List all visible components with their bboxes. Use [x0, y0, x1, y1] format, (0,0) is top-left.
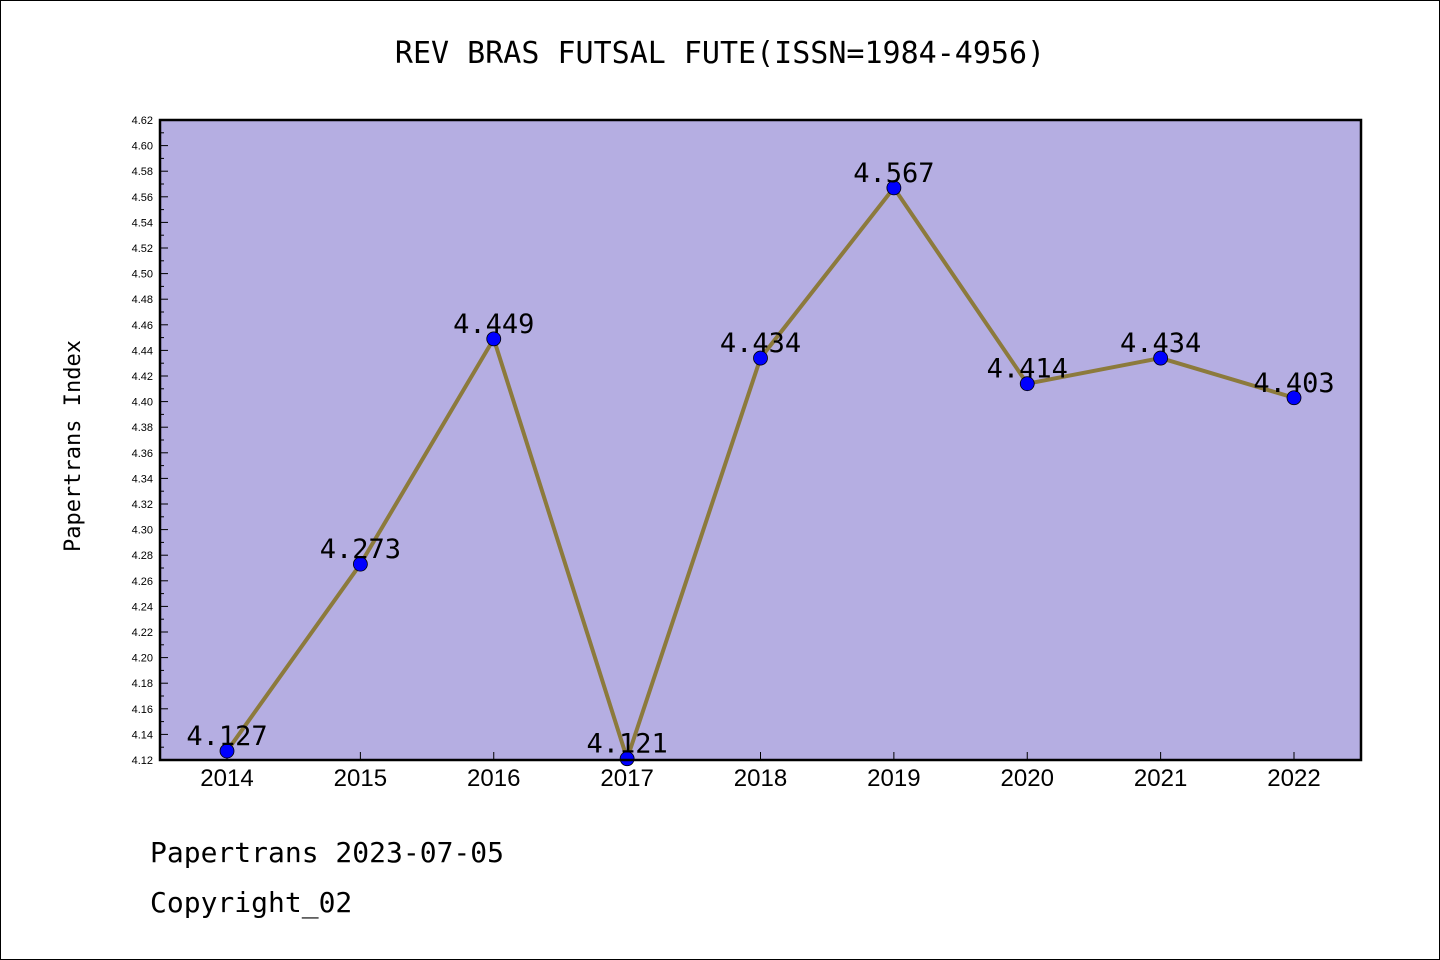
data-point	[1019, 376, 1035, 392]
y-tick-label: 4.54	[132, 217, 153, 229]
data-point	[486, 331, 502, 347]
y-tick-label: 4.58	[132, 166, 153, 178]
y-tick-label: 4.12	[132, 755, 153, 767]
data-point	[1153, 350, 1169, 366]
y-tick-label: 4.14	[132, 729, 153, 741]
plot-border	[158, 118, 1363, 762]
data-label: 4.434	[1120, 328, 1201, 359]
data-point	[352, 556, 368, 572]
data-point	[219, 743, 235, 759]
data-point	[619, 751, 635, 767]
y-tick-label: 4.18	[132, 678, 153, 690]
y-tick-label: 4.42	[132, 371, 153, 383]
y-tick-label: 4.20	[132, 653, 153, 665]
x-tick-label: 2016	[467, 765, 520, 792]
y-tick-label: 4.22	[132, 627, 153, 639]
x-tick-label: 2015	[334, 765, 387, 792]
x-tick-label: 2020	[1001, 765, 1054, 792]
x-tick-label: 2014	[200, 765, 253, 792]
y-tick-label: 4.56	[132, 192, 153, 204]
data-point	[1286, 390, 1302, 406]
y-tick-label: 4.50	[132, 269, 153, 281]
y-tick-label: 4.36	[132, 448, 153, 460]
plot-area	[160, 120, 1361, 760]
y-tick-label: 4.32	[132, 499, 153, 511]
data-label: 4.127	[186, 721, 267, 752]
data-label: 4.273	[320, 534, 401, 565]
footer-date: Papertrans 2023-07-05	[150, 836, 505, 869]
y-tick-label: 4.48	[132, 294, 153, 306]
x-tick-label: 2022	[1267, 765, 1320, 792]
y-tick-label: 4.60	[132, 141, 153, 153]
data-label: 4.434	[720, 328, 801, 359]
x-tick-label: 2021	[1134, 765, 1187, 792]
data-label: 4.121	[586, 729, 667, 760]
y-tick-label: 4.34	[132, 473, 153, 485]
data-label: 4.403	[1253, 368, 1334, 399]
data-label: 4.449	[453, 309, 534, 340]
y-tick-label: 4.46	[132, 320, 153, 332]
y-tick-label: 4.40	[132, 397, 153, 409]
y-tick-label: 4.38	[132, 422, 153, 434]
chart-title: REV BRAS FUTSAL FUTE(ISSN=1984-4956)	[394, 36, 1046, 71]
y-tick-label: 4.26	[132, 576, 153, 588]
y-tick-label: 4.24	[132, 601, 153, 613]
x-tick-label: 2018	[734, 765, 787, 792]
y-tick-label: 4.62	[132, 115, 153, 127]
data-point	[753, 350, 768, 366]
y-tick-label: 4.44	[132, 345, 153, 357]
data-label: 4.414	[987, 354, 1068, 385]
x-tick-label: 2019	[867, 765, 920, 792]
x-tick-label: 2017	[600, 765, 653, 792]
y-tick-label: 4.52	[132, 243, 153, 255]
y-tick-label: 4.30	[132, 525, 153, 537]
footer-copyright: Copyright_02	[150, 886, 353, 919]
data-label: 4.567	[853, 158, 934, 189]
data-point	[886, 180, 902, 196]
y-tick-label: 4.16	[132, 704, 153, 716]
y-tick-label: 4.28	[132, 550, 153, 562]
